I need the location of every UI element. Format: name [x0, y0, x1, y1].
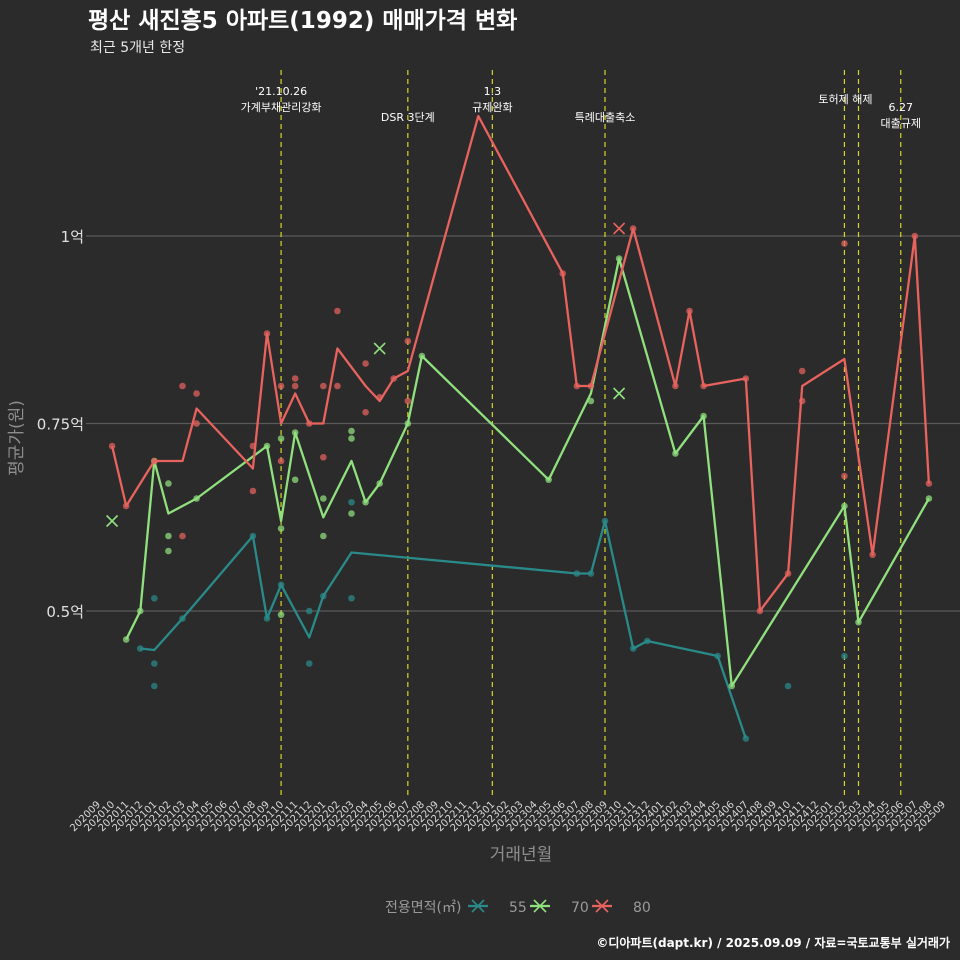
data-point-55 [151, 682, 158, 690]
event-annotation: 가계부채관리강화 [241, 101, 322, 114]
event-annotation: 규제완화 [472, 101, 512, 114]
chart-title: 평산 새진흥5 아파트(1992) 매매가격 변화 [88, 8, 517, 34]
y-axis-title: 평균가(원) [7, 400, 27, 476]
data-point-80 [798, 367, 806, 375]
data-point-80 [404, 397, 412, 405]
y-axis-ticks: 0.5억 0.75억 1억 [37, 228, 84, 621]
data-point-70 [348, 510, 355, 517]
data-point-55 [348, 594, 355, 602]
data-point-80 [193, 390, 200, 397]
data-point-70 [320, 532, 327, 540]
legend-item-80: 80 [592, 899, 651, 916]
legend-label: 80 [633, 900, 651, 916]
legend-swatch-x [533, 899, 547, 913]
data-point-80 [841, 472, 848, 480]
data-point-55 [841, 652, 848, 660]
series-70 [106, 255, 933, 690]
data-point-80 [277, 457, 285, 465]
data-point-80 [362, 408, 369, 416]
data-point-70 [165, 480, 172, 487]
data-point-80 [108, 442, 116, 450]
data-point-80 [334, 382, 341, 390]
cancelled-marker-80 [613, 222, 626, 235]
cancelled-marker-70 [106, 514, 119, 528]
legend-swatch-x [471, 899, 485, 913]
cancelled-marker-70 [373, 342, 386, 355]
data-point-80 [179, 532, 186, 540]
data-point-55 [305, 607, 313, 615]
y-tick-label: 0.75억 [37, 416, 84, 434]
event-annotation: 특례대출축소 [575, 111, 636, 124]
legend-item-70: 70 [530, 899, 589, 916]
data-point-70 [348, 427, 355, 435]
data-point-80 [320, 382, 327, 390]
data-point-55 [305, 660, 313, 667]
legend-title: 전용면적(㎡) [385, 900, 461, 916]
legend-label: 55 [509, 900, 527, 916]
series-line-70 [125, 257, 930, 688]
data-point-80 [249, 487, 257, 495]
data-point-80 [362, 360, 369, 367]
data-point-80 [291, 375, 299, 382]
legend-item-55: 55 [468, 899, 527, 916]
event-annotation: 토허제 해제 [818, 92, 872, 106]
chart-subtitle: 최근 5개년 한정 [90, 40, 185, 56]
data-point-80 [179, 382, 186, 390]
cancelled-marker-70 [613, 387, 626, 400]
data-point-70 [165, 547, 172, 555]
data-point-70 [320, 495, 327, 502]
x-axis-title: 거래년월 [490, 845, 553, 865]
y-tick-label: 0.5억 [46, 603, 84, 621]
data-point-80 [277, 382, 285, 390]
legend-swatch-x [595, 899, 609, 913]
gridlines [86, 235, 960, 612]
legend: 전용면적(㎡) 55 70 80 [385, 899, 651, 916]
data-point-70 [165, 532, 172, 540]
data-point-80 [334, 307, 341, 315]
x-axis-ticks: 2020092020102020112020122021012021022021… [68, 799, 948, 834]
y-tick-label: 1억 [61, 228, 84, 246]
data-point-70 [277, 435, 285, 442]
data-point-80 [925, 480, 933, 487]
data-point-80 [841, 240, 848, 247]
data-point-80 [291, 382, 299, 390]
series-line-80 [110, 114, 931, 613]
event-annotation: 6.27 [889, 101, 914, 114]
event-annotation: 대출규제 [881, 117, 921, 130]
event-annotation: DSR 3단계 [381, 111, 435, 124]
chart-caption: ©디아파트(dapt.kr) / 2025.09.09 / 자료=국토교통부 실… [596, 935, 950, 950]
data-point-80 [193, 420, 200, 427]
event-lines [280, 70, 902, 799]
data-point-55 [136, 645, 144, 652]
data-point-55 [348, 498, 355, 506]
series-80 [108, 114, 933, 615]
series-layer [106, 114, 933, 742]
series-55 [136, 498, 848, 742]
data-point-70 [291, 476, 299, 484]
data-point-70 [277, 525, 285, 532]
data-point-55 [784, 682, 792, 690]
data-point-80 [320, 453, 327, 461]
legend-label: 70 [571, 900, 589, 916]
data-point-55 [151, 660, 158, 667]
data-point-80 [404, 337, 412, 345]
event-annotation: 1.3 [484, 85, 502, 98]
data-point-70 [277, 611, 285, 619]
data-point-70 [348, 435, 355, 442]
event-annotation: '21.10.26 [255, 85, 307, 98]
series-line-55 [140, 519, 747, 739]
data-point-55 [151, 594, 158, 602]
